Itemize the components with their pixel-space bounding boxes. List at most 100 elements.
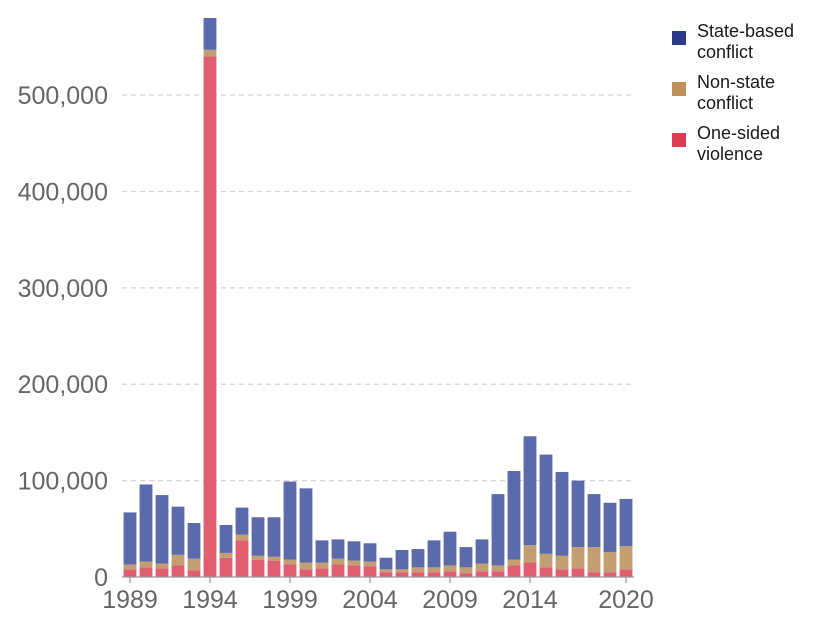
bar-1991-non-state-conflict	[155, 563, 169, 569]
x-tick-label-1994: 1994	[182, 586, 238, 614]
bar-2006-one-sided-violence	[395, 572, 409, 577]
bar-1992-non-state-conflict	[171, 554, 185, 566]
bar-2001-state-based-conflict	[315, 540, 329, 563]
bar-1999-state-based-conflict	[283, 481, 297, 560]
bar-1990-state-based-conflict	[139, 484, 153, 562]
bar-2009-one-sided-violence	[443, 571, 457, 577]
bar-1995-one-sided-violence	[219, 557, 233, 577]
bar-2020-non-state-conflict	[619, 546, 633, 570]
bar-1989-state-based-conflict	[123, 512, 137, 565]
bar-2015-state-based-conflict	[539, 454, 553, 554]
legend-label-one-sided-violence-line-2: violence	[697, 144, 763, 164]
y-tick-label-300000: 300,000	[18, 275, 108, 303]
legend-swatch-non-state-conflict	[672, 82, 686, 96]
bar-2020-state-based-conflict	[619, 498, 633, 547]
bar-2017-state-based-conflict	[571, 480, 585, 548]
bar-2015-non-state-conflict	[539, 553, 553, 568]
bar-2013-state-based-conflict	[507, 470, 521, 560]
bar-1998-non-state-conflict	[267, 556, 281, 561]
bar-2004-state-based-conflict	[363, 543, 377, 562]
bar-1998-state-based-conflict	[267, 517, 281, 557]
bar-2007-state-based-conflict	[411, 549, 425, 568]
bar-2005-state-based-conflict	[379, 557, 393, 570]
bar-1995-non-state-conflict	[219, 552, 233, 558]
bar-2000-one-sided-violence	[299, 569, 313, 577]
legend-swatch-one-sided-violence	[672, 133, 686, 147]
bar-2016-state-based-conflict	[555, 471, 569, 556]
gridlines	[122, 94, 634, 482]
bar-1990-non-state-conflict	[139, 561, 153, 568]
bar-2017-one-sided-violence	[571, 568, 585, 577]
x-tick-label-2004: 2004	[342, 586, 398, 614]
bar-2007-one-sided-violence	[411, 572, 425, 577]
x-tick-label-1999: 1999	[262, 586, 318, 614]
bar-2008-state-based-conflict	[427, 540, 441, 568]
x-axis-ticks	[129, 577, 627, 583]
bar-1989-non-state-conflict	[123, 564, 137, 570]
bar-2016-one-sided-violence	[555, 569, 569, 577]
bar-2013-one-sided-violence	[507, 565, 521, 577]
bar-2003-one-sided-violence	[347, 565, 361, 577]
x-tick-label-2020: 2020	[598, 586, 654, 614]
bar-1995-state-based-conflict	[219, 524, 233, 553]
bar-1996-state-based-conflict	[235, 507, 249, 535]
bar-2001-non-state-conflict	[315, 562, 329, 569]
bar-2000-non-state-conflict	[299, 562, 313, 570]
x-axis-tick-labels: 1989 1994 1999 2004 2009 2014 2020	[102, 586, 654, 614]
bar-2004-non-state-conflict	[363, 561, 377, 567]
bar-2011-non-state-conflict	[475, 563, 489, 572]
bar-2012-state-based-conflict	[491, 494, 505, 566]
legend-label-state-based-conflict-line-2: conflict	[697, 42, 753, 62]
bar-2008-one-sided-violence	[427, 572, 441, 577]
y-tick-label-100000: 100,000	[18, 468, 108, 496]
bar-1991-state-based-conflict	[155, 495, 169, 564]
bar-1992-state-based-conflict	[171, 506, 185, 555]
y-tick-label-500000: 500,000	[18, 82, 108, 110]
legend-label-non-state-conflict-line-1: Non-state	[697, 72, 775, 92]
bar-2006-non-state-conflict	[395, 569, 409, 573]
bar-2010-non-state-conflict	[459, 567, 473, 574]
bar-2012-one-sided-violence	[491, 571, 505, 577]
legend: State-basedconflictNon-stateconflictOne-…	[672, 21, 794, 164]
bar-2020-one-sided-violence	[619, 569, 633, 577]
bar-2011-one-sided-violence	[475, 571, 489, 577]
bar-2014-state-based-conflict	[523, 436, 537, 546]
bar-1991-one-sided-violence	[155, 568, 169, 577]
legend-label-state-based-conflict-line-1: State-based	[697, 21, 794, 41]
bar-1996-one-sided-violence	[235, 540, 249, 577]
bar-2014-one-sided-violence	[523, 562, 537, 577]
bar-2009-non-state-conflict	[443, 565, 457, 572]
bar-2005-non-state-conflict	[379, 569, 393, 573]
bar-2012-non-state-conflict	[491, 565, 505, 572]
bar-2002-non-state-conflict	[331, 558, 345, 565]
bar-2002-one-sided-violence	[331, 564, 345, 577]
bar-1996-non-state-conflict	[235, 534, 249, 541]
bar-2019-one-sided-violence	[603, 572, 617, 577]
bar-2017-non-state-conflict	[571, 547, 585, 569]
bar-1998-one-sided-violence	[267, 560, 281, 577]
bar-1993-state-based-conflict	[187, 523, 201, 559]
bar-1994-state-based-conflict	[203, 18, 217, 50]
y-tick-label-200000: 200,000	[18, 371, 108, 399]
bar-2015-one-sided-violence	[539, 567, 553, 577]
y-tick-label-400000: 400,000	[18, 178, 108, 206]
bar-2003-state-based-conflict	[347, 541, 361, 561]
bar-2004-one-sided-violence	[363, 566, 377, 577]
bar-2014-non-state-conflict	[523, 545, 537, 563]
bar-2010-one-sided-violence	[459, 573, 473, 577]
bar-1993-one-sided-violence	[187, 570, 201, 577]
bar-2016-non-state-conflict	[555, 555, 569, 570]
x-tick-label-2009: 2009	[422, 586, 478, 614]
bar-2003-non-state-conflict	[347, 560, 361, 566]
bar-2001-one-sided-violence	[315, 568, 329, 577]
bar-2007-non-state-conflict	[411, 567, 425, 573]
bar-2019-state-based-conflict	[603, 502, 617, 552]
bar-1990-one-sided-violence	[139, 567, 153, 577]
bar-1989-one-sided-violence	[123, 569, 137, 577]
bar-1997-one-sided-violence	[251, 559, 265, 577]
bar-2018-one-sided-violence	[587, 572, 601, 577]
legend-label-non-state-conflict-line-2: conflict	[697, 93, 753, 113]
bar-1997-non-state-conflict	[251, 555, 265, 560]
bar-2010-state-based-conflict	[459, 547, 473, 568]
